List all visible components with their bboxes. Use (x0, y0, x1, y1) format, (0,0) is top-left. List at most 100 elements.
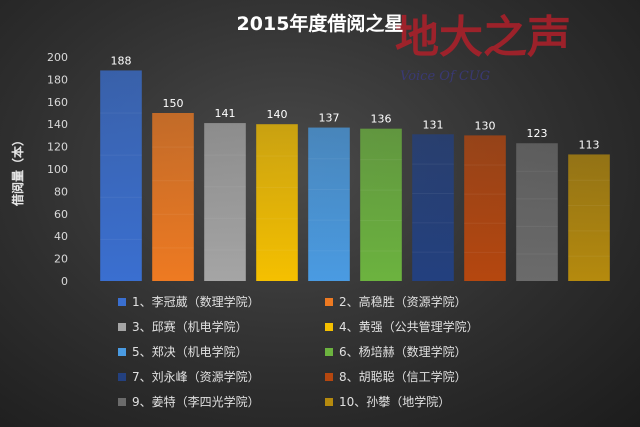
legend-entry: 5、郑决（机电学院） (132, 344, 248, 359)
bar-band (100, 238, 142, 240)
y-tick-label: 100 (47, 163, 68, 176)
legend-swatch (325, 298, 333, 306)
bar-band (412, 192, 454, 194)
bar-band (256, 186, 298, 188)
bar (568, 154, 610, 281)
data-label: 150 (163, 97, 184, 110)
chart-title: 2015年度借阅之星 (237, 12, 404, 35)
bar-band (360, 220, 402, 222)
bar-band (516, 253, 558, 255)
bar-band (204, 249, 246, 251)
bar-band (308, 219, 350, 221)
bar (360, 128, 402, 281)
legend-swatch (118, 348, 126, 356)
bar-band (152, 247, 194, 249)
bar-band (464, 222, 506, 224)
bar-band (516, 170, 558, 172)
bar-band (100, 154, 142, 156)
y-tick-label: 140 (47, 118, 68, 131)
bar-band (568, 205, 610, 207)
legend-entry: 1、李冠葳（数理学院） (132, 294, 260, 309)
y-tick-label: 200 (47, 51, 68, 64)
bar-band (360, 250, 402, 252)
legend-swatch (118, 398, 126, 406)
legend: 1、李冠葳（数理学院） 2、高稳胜（资源学院） 3、邱赛（机电学院） 4、黄强（公共管… (118, 294, 479, 409)
data-label: 140 (267, 108, 288, 121)
legend-entry: 2、高稳胜（资源学院） (339, 294, 467, 309)
bar (100, 70, 142, 281)
bar-band (204, 217, 246, 219)
bar-band (204, 154, 246, 156)
bar-band (256, 218, 298, 220)
legend-entry: 3、邱赛（机电学院） (132, 319, 248, 334)
bar (256, 124, 298, 281)
bar-band (152, 180, 194, 182)
legend-entry: 4、黄强（公共管理学院） (339, 319, 479, 334)
data-label: 188 (111, 54, 132, 67)
data-label: 123 (527, 127, 548, 140)
bar (204, 123, 246, 281)
legend-swatch (118, 298, 126, 306)
data-label: 136 (371, 113, 392, 126)
data-label: 137 (319, 112, 340, 125)
legend-swatch (325, 373, 333, 381)
bar-band (204, 186, 246, 188)
y-tick-label: 40 (54, 230, 68, 243)
y-tick-label: 180 (47, 73, 68, 86)
data-label: 130 (475, 119, 496, 132)
y-tick-label: 160 (47, 96, 68, 109)
bar-band (464, 193, 506, 195)
bar-band (412, 251, 454, 253)
legend-entry: 10、孙攀（地学院） (339, 394, 450, 409)
bar-band (308, 250, 350, 252)
bar-band (412, 222, 454, 224)
legend-entry: 6、杨培赫（数理学院） (339, 344, 467, 359)
legend-swatch (325, 323, 333, 331)
y-axis-label: 借阅量（本） (10, 134, 25, 207)
watermark-logo: 地大之声 Voice Of CUG (395, 12, 571, 84)
bar-band (308, 188, 350, 190)
bar (464, 135, 506, 281)
data-label: 131 (423, 118, 444, 131)
legend-swatch (325, 398, 333, 406)
bar-band (516, 225, 558, 227)
watermark-sub-text: Voice Of CUG (400, 69, 490, 84)
y-tick-label: 0 (61, 275, 68, 288)
data-label: 141 (215, 107, 236, 120)
legend-swatch (118, 323, 126, 331)
y-axis-ticks: 0 20 40 60 80 100 120 140 160 180 200 (47, 51, 68, 288)
data-labels: 188 150 141 140 137 136 131 130 123 113 (111, 54, 600, 151)
bar-band (152, 213, 194, 215)
bar-band (464, 251, 506, 253)
bar-band (568, 255, 610, 257)
bar (412, 134, 454, 281)
bar-band (412, 163, 454, 165)
bar-band (568, 230, 610, 232)
bar-band (360, 189, 402, 191)
data-label: 113 (579, 138, 600, 151)
bar-band (568, 179, 610, 181)
legend-entry: 8、胡聪聪（信工学院） (339, 369, 467, 384)
bar-band (100, 196, 142, 198)
bar-band (464, 164, 506, 166)
bar-band (308, 158, 350, 160)
bar-band (256, 249, 298, 251)
legend-entry: 7、刘永峰（资源学院） (132, 369, 260, 384)
bar-band (152, 146, 194, 148)
bar (516, 143, 558, 281)
legend-swatch (118, 373, 126, 381)
watermark-main-text: 地大之声 (395, 12, 571, 63)
y-tick-label: 80 (54, 185, 68, 198)
bar-band (516, 198, 558, 200)
bar-band (360, 159, 402, 161)
bar (308, 127, 350, 281)
bars (100, 70, 610, 281)
bar-band (100, 112, 142, 114)
y-tick-label: 20 (54, 253, 68, 266)
legend-swatch (325, 348, 333, 356)
bar-band (256, 155, 298, 157)
y-tick-label: 120 (47, 141, 68, 154)
y-tick-label: 60 (54, 208, 68, 221)
legend-entry: 9、姜特（李四光学院） (132, 394, 260, 409)
